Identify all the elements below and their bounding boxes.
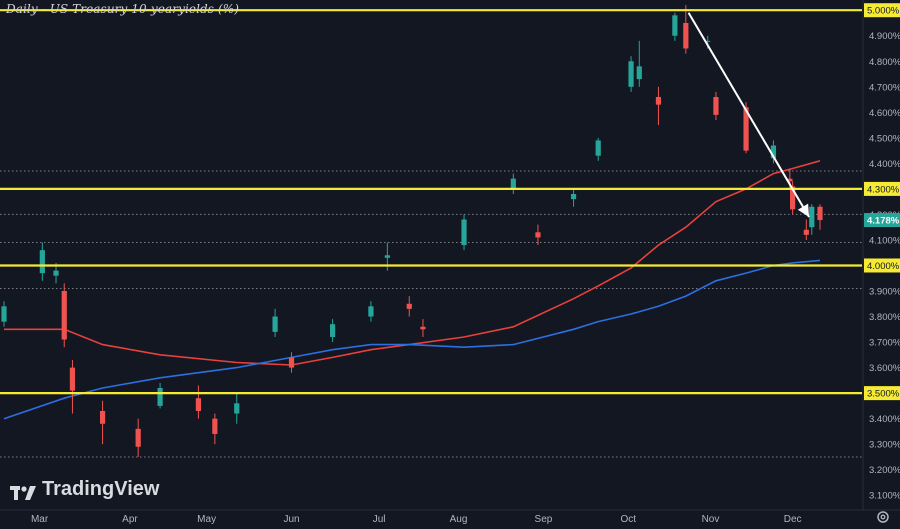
candle-body [368,306,374,317]
y-tick-label: 4.500% [869,133,900,144]
level-label: 4.300% [867,184,900,195]
y-tick-label: 3.700% [869,338,900,349]
candle-body [636,66,642,80]
tradingview-logo-icon [10,483,36,500]
candle-body [672,15,678,36]
candle-body [713,97,719,115]
candle-body [157,388,163,406]
candle-body [272,316,278,332]
candle-body [510,178,516,189]
x-tick-label-apr: Apr [122,514,138,525]
candle-body [595,140,601,156]
time-axis: Mar Apr May Jun Jul Aug Sep Oct Nov Dec [31,514,802,525]
candle-body [570,194,577,200]
candle-body [329,324,336,337]
candle-body [384,255,390,258]
candle-body [195,398,202,411]
trend-arrow-line [687,12,810,218]
level-label: 4.000% [867,261,900,272]
chart-title: Daily - US Treasury 10-yearyields (%) [6,2,240,16]
y-tick-label: 3.300% [869,440,900,451]
y-tick-label: 4.700% [869,82,900,93]
candle-body [212,418,218,434]
y-tick-label: 3.200% [869,465,900,476]
brand-name: TradingView [42,478,160,500]
candle-body [69,367,76,391]
y-tick-label: 4.900% [869,31,900,42]
candle-body [787,178,793,182]
x-tick-label-nov: Nov [702,514,720,525]
candle-body [683,22,689,49]
level-label-bg [864,3,900,18]
candle-body [53,270,59,276]
candle-body [99,410,106,424]
candle-body [420,326,426,330]
current-price-label-bg [864,213,900,228]
candle-body [39,250,45,274]
gear-icon[interactable] [876,510,890,524]
y-tick-label: 4.800% [869,57,900,68]
trend-arrow [687,12,810,218]
candle-body [288,357,295,368]
x-tick-label-mar: Mar [31,514,49,525]
level-label-bg [864,258,900,273]
candle-body [234,403,240,414]
x-tick-label-oct: Oct [621,514,637,525]
candle-body [770,145,777,159]
candle-body [61,291,67,340]
y-tick-label: 3.900% [869,287,900,298]
x-tick-label-dec: Dec [784,514,802,525]
x-tick-label-jul: Jul [373,514,386,525]
candle-body [817,206,823,221]
x-tick-label-sep: Sep [535,514,553,525]
candle-body [406,303,412,309]
x-tick-label-aug: Aug [450,514,468,525]
y-tick-label: 4.600% [869,108,900,119]
x-tick-label-jun: Jun [283,514,299,525]
y-tick-label: 3.100% [869,491,900,502]
candle-body [803,229,809,235]
candle-body [628,61,634,87]
moving-average-short-line [4,160,821,366]
tradingview-brand[interactable]: TradingView [10,478,159,501]
level-label-bg [864,386,900,401]
candle-body [135,428,141,447]
candle-body [809,206,815,228]
candle-body [655,97,662,105]
moving-average-lines [3,160,821,420]
y-tick-label: 4.100% [869,235,900,246]
candle-body [535,232,541,238]
candle-body [461,219,467,246]
current-price-marker: 4.178% [864,213,900,228]
candle-body [790,186,796,210]
level-label-bg [864,181,900,196]
level-label: 3.500% [867,389,900,400]
y-tick-label: 3.600% [869,363,900,374]
current-price-label: 4.178% [867,216,900,227]
y-tick-label: 3.400% [869,414,900,425]
level-label: 5.000% [867,6,900,17]
key-level-lines: 5.000% 4.300% 4.000% 3.500% [0,3,900,401]
moving-average-long-line [3,259,821,420]
candle-body [1,306,7,322]
y-tick-label: 3.800% [869,312,900,323]
trend-arrow-head [797,203,810,217]
candle-body [705,40,711,42]
candle-body [743,107,749,151]
x-tick-label-may: May [197,514,216,525]
y-tick-label: 4.400% [869,159,900,170]
candlestick-series [1,5,823,457]
